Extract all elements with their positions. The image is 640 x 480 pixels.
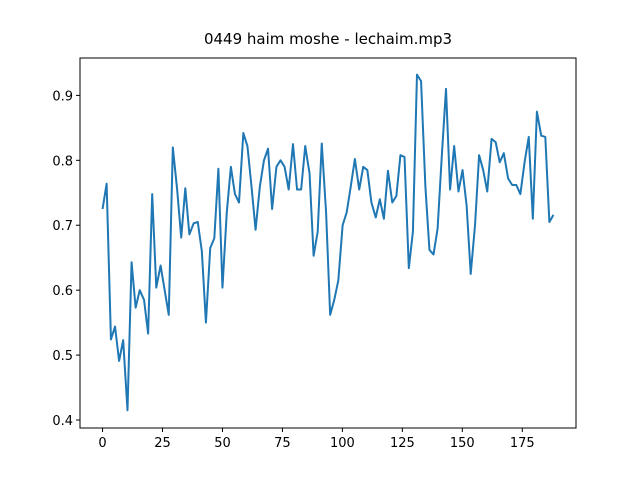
x-tick-label: 75 — [274, 436, 291, 451]
chart-title: 0449 haim moshe - lechaim.mp3 — [204, 30, 452, 48]
x-tick-label: 0 — [98, 436, 106, 451]
plot-frame — [79, 57, 577, 429]
y-tick-label: 0.5 — [52, 349, 73, 364]
y-tick-label: 0.9 — [52, 89, 73, 104]
x-tick-label: 175 — [510, 436, 535, 451]
x-tick-label: 150 — [450, 436, 475, 451]
x-tick-label: 100 — [330, 436, 355, 451]
y-tick-label: 0.7 — [52, 219, 73, 234]
y-tick-label: 0.4 — [52, 414, 73, 429]
x-tick-label: 25 — [154, 436, 171, 451]
y-tick-label: 0.8 — [52, 154, 73, 169]
x-tick-label: 50 — [214, 436, 231, 451]
y-tick-label: 0.6 — [52, 284, 73, 299]
line — [101, 73, 555, 412]
x-tick-label: 125 — [390, 436, 415, 451]
